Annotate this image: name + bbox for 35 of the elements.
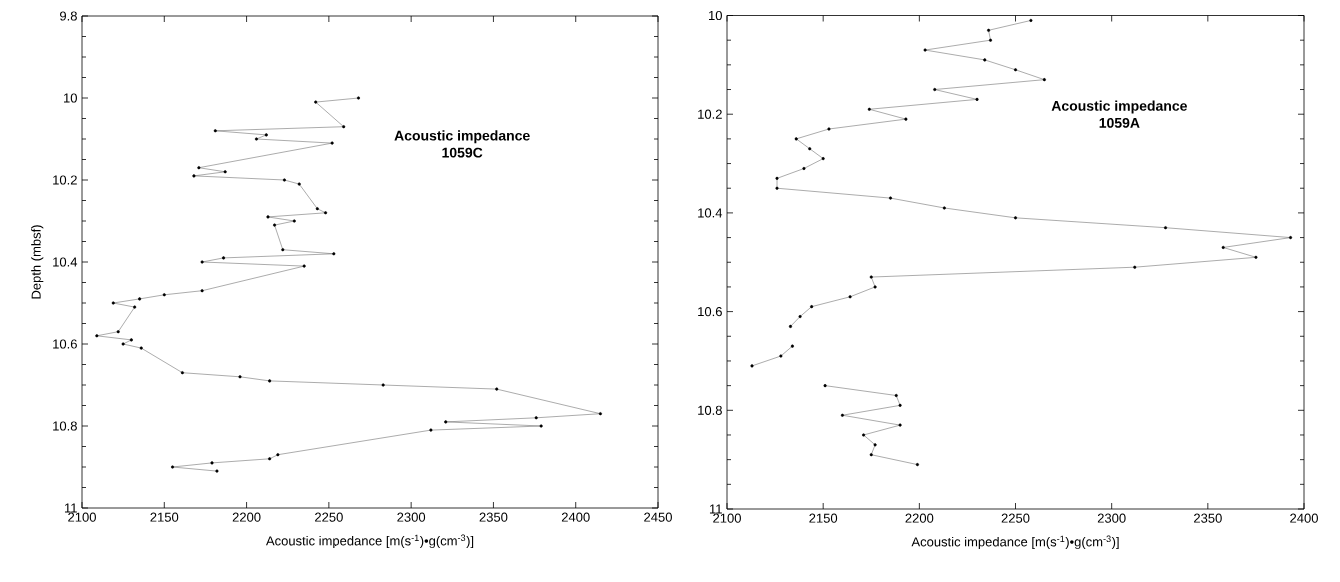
y-tick-label: 10.2	[53, 175, 77, 185]
y-tick-label: 9.8	[60, 11, 77, 21]
x-tick-label: 2350	[1194, 513, 1222, 523]
x-tick-label: 2250	[315, 512, 343, 522]
annotation: 1059A	[1099, 117, 1140, 128]
y-tick-label: 10.8	[698, 405, 722, 415]
y-tick-label: 10	[709, 10, 722, 21]
x-tick-label: 2450	[644, 512, 672, 522]
x-tick-label: 2100	[68, 512, 96, 522]
y-tick-label: 10	[64, 93, 77, 103]
y-tick-label: 10.2	[698, 109, 722, 119]
x-tick-label: 2100	[713, 513, 741, 523]
x-tick-label: 2300	[1097, 513, 1126, 523]
x-axis-title: Acoustic impedance [m(s$^{-1}$)•g(cm$^{-3}$)]	[911, 535, 1119, 550]
x-tick-label: 2350	[479, 512, 508, 522]
x-tick-label: 2150	[150, 512, 179, 522]
annotation: Acoustic impedance	[394, 130, 530, 144]
x-tick-label: 2200	[905, 513, 934, 523]
x-axis-title: Acoustic impedance [m(s$^{-1}$)•g(cm$^{-3}$)]	[265, 534, 474, 549]
x-tick-label: 2250	[1001, 513, 1030, 523]
y-tick-label: 11	[709, 504, 722, 514]
y-tick-label: 10.4	[53, 257, 78, 267]
x-tick-label: 2400	[561, 512, 590, 522]
annotation: 1059C	[442, 147, 483, 158]
y-tick-label: 11	[64, 503, 77, 513]
y-axis-title: Depth (mbsf)	[31, 225, 44, 299]
y-tick-label: 10.4	[698, 208, 723, 218]
x-tick-label: 2300	[397, 512, 426, 522]
y-tick-label: 10.6	[53, 339, 77, 349]
annotation: Acoustic impedance	[1051, 100, 1187, 114]
x-tick-label: 2200	[232, 512, 261, 522]
y-tick-label: 10.8	[53, 421, 77, 431]
y-tick-label: 10.6	[698, 307, 722, 317]
x-tick-label: 2400	[1290, 513, 1318, 523]
x-tick-label: 2150	[809, 513, 838, 523]
